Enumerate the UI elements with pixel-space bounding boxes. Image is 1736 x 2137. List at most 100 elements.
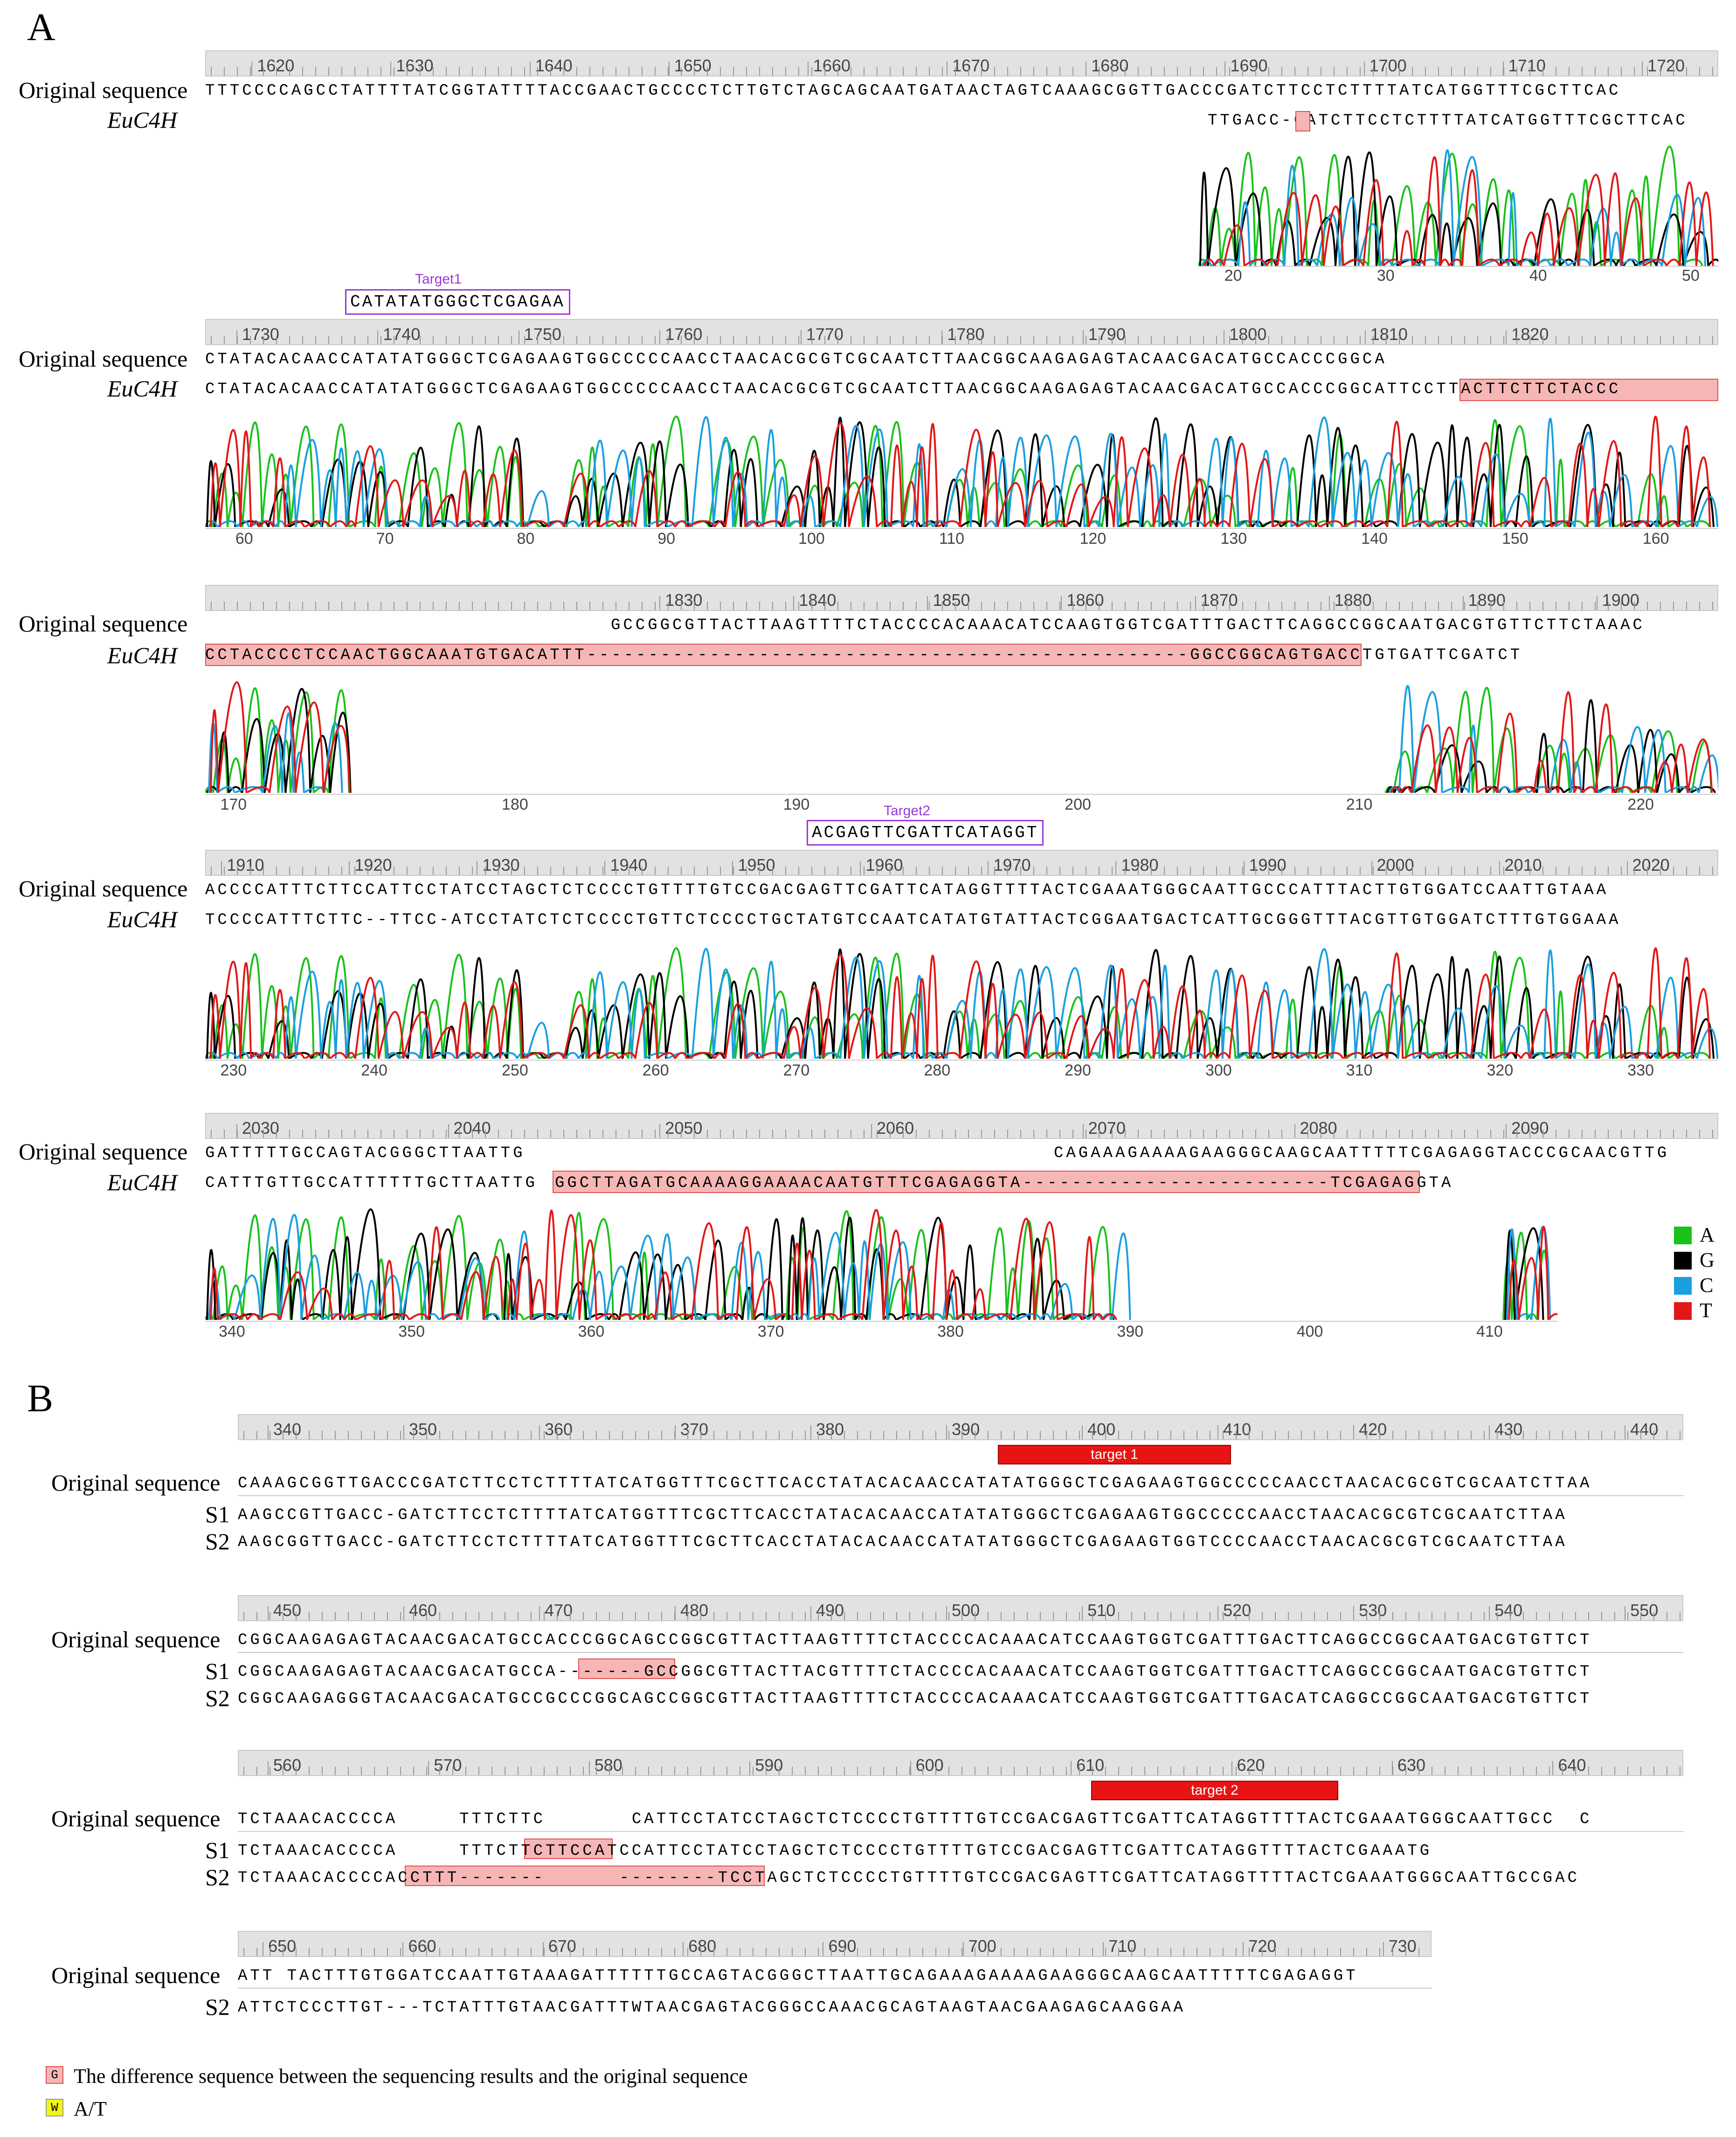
ruler-minor-tick <box>694 867 695 875</box>
ruler-minor-tick <box>798 602 799 610</box>
ruler-minor-tick <box>1627 1767 1628 1775</box>
ruler-minor-tick <box>354 67 355 76</box>
ruler-minor-tick <box>929 67 930 76</box>
ruler-minor-tick <box>720 867 721 875</box>
ruler-minor-tick <box>439 1948 440 1956</box>
gene-label: EuC4H <box>107 906 177 932</box>
ruler-number: 1990 <box>1249 855 1286 874</box>
ruler-minor-tick <box>753 1767 754 1775</box>
gene-label: EuC4H <box>107 375 177 402</box>
ruler-number: 660 <box>408 1936 436 1956</box>
ruler-minor-tick <box>1170 1767 1171 1775</box>
ruler-minor-tick <box>981 336 982 344</box>
sample-seq-a3: CCTACCCCTCCAACTGGCAAATGTGACATTT---------… <box>205 646 1523 664</box>
ruler-minor-tick <box>1614 1431 1615 1439</box>
ruler-minor-tick <box>896 1948 897 1956</box>
ruler-minor-tick <box>831 1767 832 1775</box>
ruler-minor-tick <box>602 67 603 76</box>
ruler-minor-tick <box>1542 336 1543 344</box>
ruler-minor-tick <box>302 67 303 76</box>
ruler-minor-tick <box>994 1130 995 1138</box>
ruler-minor-tick <box>877 1130 878 1138</box>
ruler-major-tick <box>749 1761 751 1775</box>
ruler-minor-tick <box>1242 867 1243 875</box>
ruler-minor-tick <box>1099 867 1100 875</box>
ruler-minor-tick <box>1595 67 1596 76</box>
ruler-minor-tick <box>243 1767 244 1775</box>
ruler-minor-tick <box>1405 1431 1406 1439</box>
ruler-minor-tick <box>1412 867 1413 875</box>
ruler-minor-tick <box>237 867 238 875</box>
ruler-minor-tick <box>433 336 434 344</box>
ruler-minor-tick <box>961 1767 962 1775</box>
ruler-minor-tick <box>1046 336 1047 344</box>
ruler-minor-tick <box>1438 602 1439 610</box>
ruler-minor-tick <box>1562 1431 1563 1439</box>
ruler-minor-tick <box>1229 336 1230 344</box>
trace-axis-number: 100 <box>798 530 825 548</box>
ruler-minor-tick <box>1262 1612 1263 1620</box>
ruler-minor-tick <box>250 67 251 76</box>
ruler-minor-tick <box>1033 336 1034 344</box>
ruler-minor-tick <box>837 867 838 875</box>
ruler-minor-tick <box>1458 1767 1459 1775</box>
ruler-number: 1740 <box>383 325 421 344</box>
base-swatch <box>1674 1277 1692 1295</box>
ruler-minor-tick <box>1458 1431 1459 1439</box>
ruler-minor-tick <box>1399 602 1400 610</box>
ruler-minor-tick <box>1360 867 1361 875</box>
ruler-minor-tick <box>759 336 760 344</box>
ruler-minor-tick <box>1053 1948 1054 1956</box>
ruler-minor-tick <box>1216 867 1217 875</box>
ruler-minor-tick <box>1640 1431 1641 1439</box>
ruler-minor-tick <box>1327 1948 1328 1956</box>
ruler-number: 2020 <box>1632 855 1670 874</box>
ruler-minor-tick <box>1020 867 1021 875</box>
ruler-number: 2050 <box>665 1118 703 1138</box>
ruler-minor-tick <box>1151 67 1152 76</box>
ruler-minor-tick <box>354 602 355 610</box>
ruler-minor-tick <box>655 1130 656 1138</box>
ruler-minor-tick <box>413 1767 414 1775</box>
ruler-minor-tick <box>550 1130 551 1138</box>
ruler-minor-tick <box>609 1431 610 1439</box>
ruler-minor-tick <box>883 1431 884 1439</box>
ruler-minor-tick <box>433 867 434 875</box>
ruler-major-tick <box>1243 1942 1244 1956</box>
ruler-minor-tick <box>1118 1612 1119 1620</box>
ruler-minor-tick <box>1144 1431 1145 1439</box>
ruler-minor-tick <box>1412 602 1413 610</box>
ruler-minor-tick <box>1079 1431 1080 1439</box>
ruler-minor-tick <box>668 1130 669 1138</box>
ruler-minor-tick <box>1112 867 1113 875</box>
ruler-a4: 1910 1920 1930 1940 1950 1960 1970 1980 1990 2000… <box>205 850 1718 876</box>
ruler-minor-tick <box>844 1948 845 1956</box>
ruler-minor-tick <box>1281 867 1282 875</box>
ruler-minor-tick <box>1288 1612 1289 1620</box>
ruler-minor-tick <box>1392 1948 1393 1956</box>
ruler-minor-tick <box>478 1612 479 1620</box>
ruler-minor-tick <box>1582 1130 1583 1138</box>
ruler-minor-tick <box>315 67 316 76</box>
ruler-minor-tick <box>1360 67 1361 76</box>
ruler-number: 1640 <box>535 56 573 75</box>
ruler-number: 430 <box>1494 1420 1523 1439</box>
ruler-minor-tick <box>1582 602 1583 610</box>
ruler-minor-tick <box>263 67 264 76</box>
ruler-minor-tick <box>909 1948 910 1956</box>
ruler-minor-tick <box>1621 602 1622 610</box>
ruler-minor-tick <box>557 1431 558 1439</box>
ruler-minor-tick <box>811 67 812 76</box>
ruler-number: 1870 <box>1200 590 1238 610</box>
ruler-major-tick <box>1195 596 1196 610</box>
ruler-minor-tick <box>955 602 956 610</box>
ruler-minor-tick <box>1392 1767 1393 1775</box>
ruler-minor-tick <box>511 1130 512 1138</box>
ruler-minor-tick <box>1223 1431 1224 1439</box>
diff-legend-text: The difference sequence between the sequ… <box>74 2065 748 2088</box>
ruler-minor-tick <box>994 867 995 875</box>
trace-line <box>502 1212 795 1320</box>
ruler-minor-tick <box>1164 602 1165 610</box>
ruler-number: 700 <box>968 1936 996 1956</box>
ambiguity-legend-swatch: W <box>46 2099 63 2116</box>
